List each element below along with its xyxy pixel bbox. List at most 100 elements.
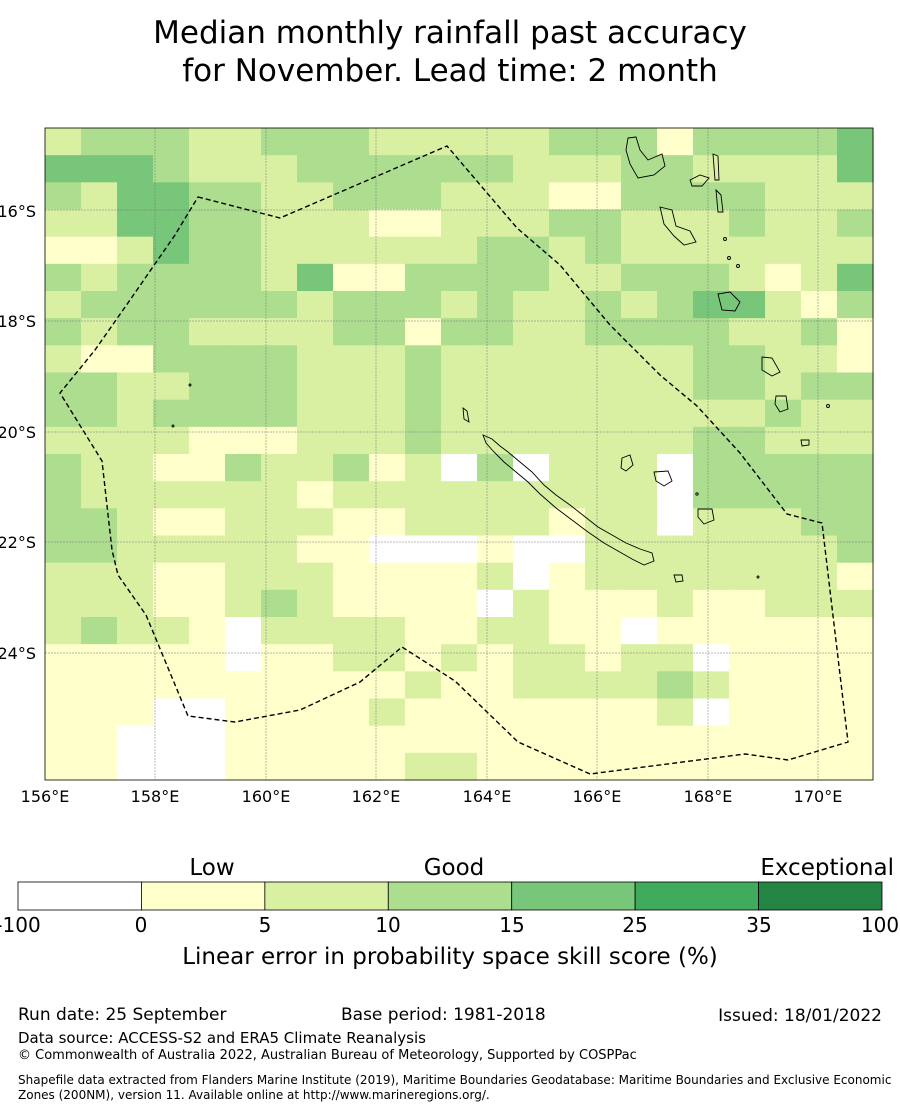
coastline-islet-1	[723, 237, 727, 241]
grid-cell	[45, 209, 82, 238]
grid-cell	[261, 725, 298, 754]
colorbar-bin	[141, 881, 266, 911]
grid-cell	[441, 318, 478, 346]
grid-cell	[333, 454, 370, 482]
grid-cell	[729, 318, 766, 346]
grid-cell	[333, 589, 370, 618]
grid-cell	[261, 128, 298, 156]
grid-cell	[837, 644, 874, 672]
grid-cell	[585, 725, 622, 754]
grid-cell	[117, 318, 154, 346]
grid-cell	[801, 209, 838, 238]
grid-cell	[405, 372, 442, 401]
grid-cell	[297, 644, 334, 672]
grid-cell	[441, 345, 478, 374]
grid-cell	[729, 399, 766, 428]
grid-cell	[333, 182, 370, 211]
grid-cell	[153, 318, 190, 346]
grid-cell	[117, 182, 154, 211]
grid-cell	[117, 236, 154, 265]
eez-boundary	[59, 145, 849, 775]
grid-cell	[729, 508, 766, 537]
grid-cell	[189, 128, 226, 156]
grid-cell	[513, 128, 550, 156]
grid-cell	[441, 562, 478, 591]
grid-cell	[189, 209, 226, 238]
grid-cell	[657, 128, 694, 156]
grid-cell	[657, 155, 694, 183]
grid-cell	[405, 345, 442, 374]
grid-cell	[117, 291, 154, 319]
grid-cell	[441, 508, 478, 537]
grid-cell	[333, 671, 370, 700]
grid-cell	[837, 263, 874, 292]
grid-cell	[837, 617, 874, 645]
grid-cell	[477, 644, 514, 672]
grid-cell	[801, 698, 838, 727]
grid-cell	[729, 535, 766, 564]
grid-cell	[549, 725, 586, 754]
grid-cell	[693, 454, 730, 482]
lon-tick-162: 162°E	[352, 787, 401, 806]
grid-cell	[657, 671, 694, 700]
grid-cell	[117, 155, 154, 183]
grid-cell	[837, 752, 874, 781]
grid-cell	[333, 752, 370, 781]
grid-cell	[477, 481, 514, 509]
coastline-tanna	[774, 395, 789, 413]
grid-cell	[225, 236, 262, 265]
grid-cell	[441, 372, 478, 401]
grid-cell	[45, 291, 82, 319]
grid-cell	[297, 426, 334, 455]
grid-cell	[189, 725, 226, 754]
axis-ticks: 156°E 158°E 160°E 162°E 164°E 166°E 168°…	[0, 202, 842, 806]
grid-cell	[333, 236, 370, 265]
grid-cell	[405, 182, 442, 211]
grid-cell	[765, 617, 802, 645]
grid-cell	[261, 644, 298, 672]
grid-cell	[261, 318, 298, 346]
coastline-mare	[697, 508, 715, 525]
grid-cell	[81, 481, 118, 509]
grid-cell	[153, 725, 190, 754]
grid-cell	[117, 426, 154, 455]
grid-cell	[621, 345, 658, 374]
grid-cell	[765, 725, 802, 754]
grid-cell	[333, 318, 370, 346]
grid-cell	[477, 752, 514, 781]
grid-cell	[369, 589, 406, 618]
grid-cell	[729, 209, 766, 238]
grid-cell	[549, 155, 586, 183]
grid-cell	[801, 644, 838, 672]
grid-cell	[585, 372, 622, 401]
grid-cell	[117, 725, 154, 754]
data-source: Data source: ACCESS-S2 and ERA5 Climate …	[18, 1029, 426, 1047]
grid-cell	[81, 752, 118, 781]
grid-cell	[477, 508, 514, 537]
grid-cell	[513, 752, 550, 781]
grid-cell	[45, 725, 82, 754]
grid-cell	[693, 508, 730, 537]
grid-cell	[765, 345, 802, 374]
grid-cell	[837, 399, 874, 428]
grid-cell	[81, 128, 118, 156]
grid-cell	[729, 725, 766, 754]
grid-cell	[405, 698, 442, 727]
grid-cell	[153, 399, 190, 428]
grid-cell	[117, 671, 154, 700]
grid-cell	[585, 209, 622, 238]
grid-cell	[369, 345, 406, 374]
grid-cell	[549, 345, 586, 374]
colorbar-bin	[17, 881, 142, 911]
grid-cell	[585, 236, 622, 265]
grid-cell	[405, 644, 442, 672]
grid-cell	[189, 345, 226, 374]
grid-cell	[441, 263, 478, 292]
grid-cell	[513, 426, 550, 455]
grid-cell	[549, 209, 586, 238]
grid-cell	[621, 644, 658, 672]
grid-cell	[153, 345, 190, 374]
grid-cell	[585, 263, 622, 292]
grid-cell	[441, 698, 478, 727]
grid-cell	[693, 617, 730, 645]
